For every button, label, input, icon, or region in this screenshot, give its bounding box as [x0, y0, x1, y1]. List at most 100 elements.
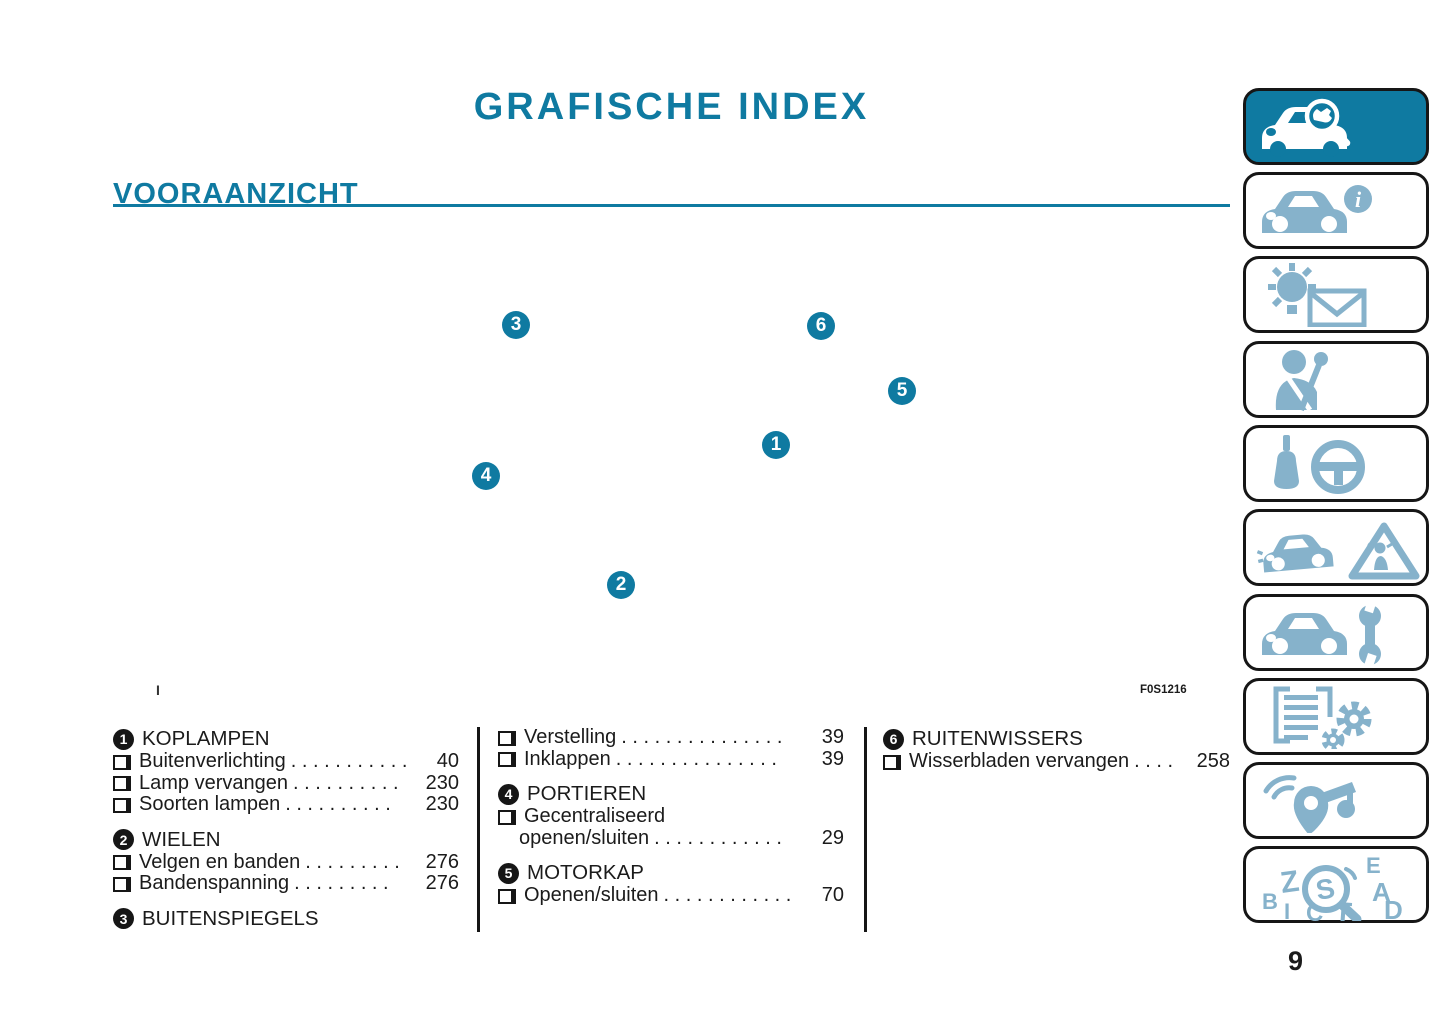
index-column-3: 6 RUITENWISSERS Wisserbladen vervangen .…	[883, 727, 1230, 773]
entry-page: 276	[425, 850, 459, 873]
index-group-portieren: 4 PORTIEREN	[498, 782, 844, 806]
index-entry: Buitenverlichting . . . . . . . . . . . …	[113, 750, 459, 773]
index-group-buitenspiegels: 3 BUITENSPIEGELS	[113, 907, 459, 931]
entry-square-icon	[113, 776, 131, 792]
index-entry: Velgen en banden . . . . . . . . . 276	[113, 850, 459, 874]
page-number: 9	[1288, 946, 1304, 976]
callout-marker-5: 5	[888, 377, 916, 405]
index-entry: Lamp vervangen . . . . . . . . . . 230	[113, 771, 459, 795]
entry-page: 39	[821, 726, 844, 748]
sidebar-tab-starting-driving[interactable]	[1243, 425, 1429, 502]
group-title: RUITENWISSERS	[912, 727, 1083, 750]
group-title: PORTIEREN	[527, 782, 647, 805]
dot-leader: . . . .	[1134, 751, 1174, 772]
index-group-ruitenwissers: 6 RUITENWISSERS	[883, 727, 1230, 751]
group-number-badge: 3	[113, 908, 134, 929]
index-entry: Verstelling . . . . . . . . . . . . . . …	[498, 726, 844, 749]
sidebar-tab-maintenance[interactable]	[1243, 594, 1429, 671]
group-title: BUITENSPIEGELS	[142, 906, 319, 930]
index-entry: Bandenspanning . . . . . . . . . 276	[113, 872, 459, 895]
index-entry-continuation: openen/sluiten . . . . . . . . . . . . 2…	[519, 826, 844, 849]
entry-square-icon	[883, 754, 901, 770]
dot-leader: . . . . . . . . . . . . . . .	[621, 727, 783, 748]
group-title: KOPLAMPEN	[142, 727, 270, 750]
sidebar-tab-technical-data[interactable]	[1243, 678, 1429, 755]
entry-page: 258	[1196, 750, 1230, 772]
dot-leader: . . . . . . . . . . . .	[654, 827, 782, 849]
car-magnifier-icon	[1262, 98, 1351, 157]
index-group-koplampen: 1 KOPLAMPEN	[113, 727, 459, 751]
index-entry: Openen/sluiten . . . . . . . . . . . . 7…	[498, 884, 844, 907]
index-entry: Soorten lampen . . . . . . . . . . 230	[113, 793, 459, 816]
entry-page: 230	[425, 793, 459, 815]
svg-text:D: D	[1384, 895, 1403, 921]
car-info-icon: i	[1262, 185, 1372, 233]
index-column-1: 1 KOPLAMPEN Buitenverlichting . . . . . …	[113, 727, 459, 931]
index-entry: Inklappen . . . . . . . . . . . . . . . …	[498, 748, 844, 771]
car-wrench-icon	[1262, 600, 1381, 665]
sidebar-tab-car-info[interactable]: i	[1243, 172, 1429, 249]
group-title: MOTORKAP	[527, 861, 644, 884]
group-number-badge: 5	[498, 862, 519, 884]
entry-square-icon	[498, 888, 516, 904]
list-gears-icon	[1273, 686, 1372, 749]
entry-page: 276	[425, 872, 459, 894]
index-column-2: Verstelling . . . . . . . . . . . . . . …	[498, 726, 844, 907]
sidebar-tab-safety[interactable]	[1243, 341, 1429, 418]
group-title: WIELEN	[142, 827, 221, 851]
sidebar-tab-multimedia[interactable]	[1243, 762, 1429, 839]
group-number-badge: 1	[113, 728, 134, 750]
bulb-envelope-icon	[1268, 263, 1367, 327]
svg-text:B: B	[1262, 889, 1278, 914]
svg-text:i: i	[1355, 187, 1362, 212]
callout-marker-2: 2	[607, 571, 635, 599]
gear-knob-steering-wheel-icon	[1274, 435, 1365, 494]
group-number-badge: 2	[113, 829, 134, 850]
sidebar-tab-graphic-index[interactable]	[1243, 88, 1429, 165]
entry-square-icon	[498, 752, 516, 768]
figure-code: F0S1216	[1140, 684, 1187, 696]
callout-marker-1: 1	[762, 431, 790, 459]
entry-square-icon	[498, 730, 516, 746]
dot-leader: . . . . . . . . . . . .	[663, 885, 792, 906]
group-number-badge: 4	[498, 783, 519, 805]
callout-marker-4: 4	[472, 462, 500, 490]
svg-text:S: S	[1313, 872, 1337, 906]
sidebar-tab-alphabetical-index[interactable]: Z E B A I C T D S	[1243, 846, 1429, 923]
svg-text:E: E	[1366, 853, 1381, 878]
svg-text:I: I	[1284, 899, 1290, 921]
index-group-motorkap: 5 MOTORKAP	[498, 861, 844, 885]
group-number-badge: 6	[883, 728, 904, 750]
callout-marker-3: 3	[502, 311, 530, 339]
index-entry: Gecentraliseerd	[498, 805, 844, 828]
entry-page: 70	[821, 884, 844, 906]
index-entry: Wisserbladen vervangen . . . . 258	[883, 750, 1230, 773]
entry-square-icon	[113, 855, 131, 871]
dot-leader: . . . . . . . . .	[294, 873, 389, 894]
dot-leader: . . . . . . . . . . . . . . .	[615, 748, 777, 770]
entry-square-icon	[113, 797, 131, 813]
svg-text:A: A	[1372, 877, 1391, 907]
sidebar-tab-emergency[interactable]	[1243, 509, 1429, 586]
column-divider	[864, 727, 867, 932]
letters-magnifier-icon: Z E B A I C T D S	[1262, 853, 1403, 921]
section-underline	[113, 204, 1230, 207]
dot-leader: . . . . . . . . . .	[285, 794, 391, 815]
entry-square-icon	[113, 754, 131, 770]
svg-text:Z: Z	[1278, 865, 1301, 900]
entry-square-icon	[113, 876, 131, 892]
page-title: GRAFISCHE INDEX	[473, 86, 870, 128]
entry-page: 230	[425, 771, 459, 794]
dot-leader: . . . . . . . . .	[305, 851, 400, 873]
entry-page: 29	[821, 826, 844, 849]
seatbelt-person-icon	[1275, 350, 1328, 412]
callout-marker-6: 6	[807, 312, 835, 340]
media-navigation-icon	[1263, 775, 1356, 833]
dot-leader: . . . . . . . . . . .	[290, 751, 408, 772]
column-divider	[477, 727, 480, 932]
car-warning-triangle-icon	[1256, 522, 1420, 580]
index-group-wielen: 2 WIELEN	[113, 828, 459, 852]
sidebar-tab-warning-messages[interactable]	[1243, 256, 1429, 333]
entry-square-icon	[498, 809, 516, 825]
entry-page: 40	[436, 750, 459, 772]
